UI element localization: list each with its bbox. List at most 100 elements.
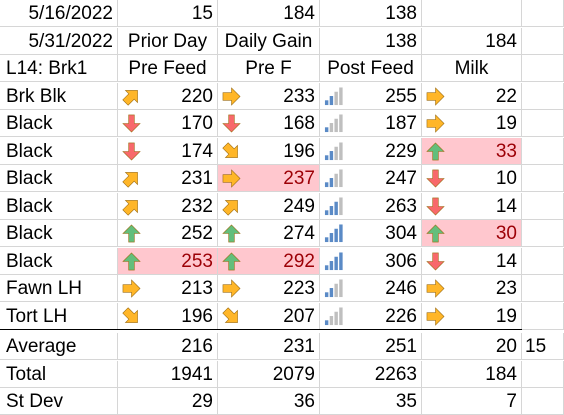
cell-r5-c2[interactable]: 196 xyxy=(218,138,320,165)
cell-r8-c5[interactable] xyxy=(522,220,564,247)
cell-r10-c0[interactable]: Fawn LH xyxy=(0,275,118,302)
cell-r14-c2[interactable]: 36 xyxy=(218,388,320,415)
cell-r8-c2[interactable]: 274 xyxy=(218,220,320,247)
cell-r6-c1[interactable]: 231 xyxy=(118,165,218,192)
cell-r0-c0[interactable]: 5/16/2022 xyxy=(0,0,118,27)
cell-r2-c3[interactable]: Post Feed xyxy=(320,55,422,82)
cell-r3-c5[interactable] xyxy=(522,83,564,110)
cell-r6-c2[interactable]: 237 xyxy=(218,165,320,192)
cell-r11-c5[interactable] xyxy=(522,303,564,330)
cell-r13-c0[interactable]: Total xyxy=(0,361,118,388)
cell-r4-c4[interactable]: 19 xyxy=(422,110,522,137)
cell-r8-c0[interactable]: Black xyxy=(0,220,118,247)
cell-r14-c1[interactable]: 29 xyxy=(118,388,218,415)
cell-r12-c3[interactable]: 251 xyxy=(320,333,422,360)
cell-r9-c1[interactable]: 253 xyxy=(118,248,218,275)
cell-r7-c0[interactable]: Black xyxy=(0,193,118,220)
cell-r7-c4[interactable]: 14 xyxy=(422,193,522,220)
cell-value: 231 xyxy=(181,168,213,189)
cell-r0-c2[interactable]: 184 xyxy=(218,0,320,27)
cell-value: 232 xyxy=(181,196,213,217)
cell-r14-c3[interactable]: 35 xyxy=(320,388,422,415)
cell-r1-c0[interactable]: 5/31/2022 xyxy=(0,28,118,55)
cell-r5-c0[interactable]: Black xyxy=(0,138,118,165)
cell-r1-c5[interactable] xyxy=(522,28,564,55)
cell-r6-c4[interactable]: 10 xyxy=(422,165,522,192)
cell-r3-c4[interactable]: 22 xyxy=(422,83,522,110)
cell-value: 22 xyxy=(495,86,517,107)
cell-r9-c2[interactable]: 292 xyxy=(218,248,320,275)
cell-r2-c1[interactable]: Pre Feed xyxy=(118,55,218,82)
signal-bars-icon xyxy=(324,142,343,161)
cell-r5-c4[interactable]: 33 xyxy=(422,138,522,165)
cell-r6-c3[interactable]: 247 xyxy=(320,165,422,192)
cell-r4-c0[interactable]: Black xyxy=(0,110,118,137)
cell-r13-c5[interactable] xyxy=(522,361,564,388)
cell-r0-c3[interactable]: 138 xyxy=(320,0,422,27)
cell-r4-c1[interactable]: 170 xyxy=(118,110,218,137)
cell-r10-c2[interactable]: 223 xyxy=(218,275,320,302)
cell-r14-c4[interactable]: 7 xyxy=(422,388,522,415)
cell-r9-c5[interactable] xyxy=(522,248,564,275)
cell-r0-c4[interactable] xyxy=(422,0,522,27)
cell-r6-c5[interactable] xyxy=(522,165,564,192)
cell-r1-c3[interactable]: 138 xyxy=(320,28,422,55)
cell-r2-c5[interactable] xyxy=(522,55,564,82)
cell-r10-c1[interactable]: 213 xyxy=(118,275,218,302)
cell-r1-c1[interactable]: Prior Day xyxy=(118,28,218,55)
totals-separator-line xyxy=(0,329,522,330)
cell-r4-c3[interactable]: 187 xyxy=(320,110,422,137)
cell-r11-c2[interactable]: 207 xyxy=(218,303,320,330)
cell-r14-c0[interactable]: St Dev xyxy=(0,388,118,415)
cell-r7-c3[interactable]: 263 xyxy=(320,193,422,220)
cell-r12-c4[interactable]: 20 xyxy=(422,333,522,360)
cell-r11-c1[interactable]: 196 xyxy=(118,303,218,330)
cell-r5-c1[interactable]: 174 xyxy=(118,138,218,165)
cell-r3-c3[interactable]: 255 xyxy=(320,83,422,110)
cell-r7-c5[interactable] xyxy=(522,193,564,220)
cell-r9-c0[interactable]: Black xyxy=(0,248,118,275)
cell-r13-c2[interactable]: 2079 xyxy=(218,361,320,388)
cell-r11-c3[interactable]: 226 xyxy=(320,303,422,330)
cell-r0-c5[interactable] xyxy=(522,0,564,27)
cell-r12-c5[interactable]: 15 xyxy=(522,333,564,360)
cell-r2-c4[interactable]: Milk xyxy=(422,55,522,82)
cell-r10-c4[interactable]: 23 xyxy=(422,275,522,302)
cell-r12-c0[interactable]: Average xyxy=(0,333,118,360)
cell-r10-c5[interactable] xyxy=(522,275,564,302)
cell-r8-c3[interactable]: 304 xyxy=(320,220,422,247)
cell-r9-c3[interactable]: 306 xyxy=(320,248,422,275)
cell-r8-c1[interactable]: 252 xyxy=(118,220,218,247)
cell-r1-c4[interactable]: 184 xyxy=(422,28,522,55)
cell-r2-c0[interactable]: L14: Brk1 xyxy=(0,55,118,82)
data-row: Black 174 196 229 33 xyxy=(0,138,564,165)
header-row: L14: Brk1 Pre Feed Pre F Post Feed Milk xyxy=(0,55,564,82)
cell-r3-c2[interactable]: 233 xyxy=(218,83,320,110)
cell-r7-c1[interactable]: 232 xyxy=(118,193,218,220)
cell-r5-c5[interactable] xyxy=(522,138,564,165)
cell-r4-c2[interactable]: 168 xyxy=(218,110,320,137)
cell-r12-c1[interactable]: 216 xyxy=(118,333,218,360)
cell-r5-c3[interactable]: 229 xyxy=(320,138,422,165)
cell-r12-c2[interactable]: 231 xyxy=(218,333,320,360)
cell-r13-c3[interactable]: 2263 xyxy=(320,361,422,388)
cell-r8-c4[interactable]: 30 xyxy=(422,220,522,247)
cell-r9-c4[interactable]: 14 xyxy=(422,248,522,275)
cell-r2-c2[interactable]: Pre F xyxy=(218,55,320,82)
cell-r14-c5[interactable] xyxy=(522,388,564,415)
cell-r11-c0[interactable]: Tort LH xyxy=(0,303,118,330)
cell-r4-c5[interactable] xyxy=(522,110,564,137)
cell-r13-c4[interactable]: 184 xyxy=(422,361,522,388)
cell-r7-c2[interactable]: 249 xyxy=(218,193,320,220)
cell-r6-c0[interactable]: Black xyxy=(0,165,118,192)
cell-r1-c2[interactable]: Daily Gain xyxy=(218,28,320,55)
cell-value: 249 xyxy=(283,196,315,217)
arrow-down-icon xyxy=(426,197,445,216)
cell-r11-c4[interactable]: 19 xyxy=(422,303,522,330)
cell-r10-c3[interactable]: 246 xyxy=(320,275,422,302)
cell-r0-c1[interactable]: 15 xyxy=(118,0,218,27)
cell-r13-c1[interactable]: 1941 xyxy=(118,361,218,388)
cell-r3-c1[interactable]: 220 xyxy=(118,83,218,110)
arrow-down-icon xyxy=(122,114,141,133)
cell-r3-c0[interactable]: Brk Blk xyxy=(0,83,118,110)
